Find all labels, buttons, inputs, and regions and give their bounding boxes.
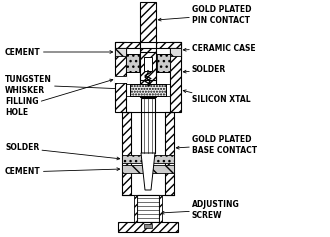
Bar xyxy=(170,48,181,112)
Text: SOLDER: SOLDER xyxy=(5,143,120,160)
Text: GOLD PLATED
PIN CONTACT: GOLD PLATED PIN CONTACT xyxy=(158,5,251,25)
Bar xyxy=(122,112,131,195)
Bar xyxy=(115,48,126,56)
Bar xyxy=(131,112,165,195)
Bar xyxy=(126,54,139,72)
Bar xyxy=(118,222,178,232)
Bar xyxy=(122,155,174,163)
Bar xyxy=(170,42,181,59)
Bar xyxy=(115,42,181,48)
Bar xyxy=(144,57,152,71)
Bar xyxy=(137,195,159,222)
Bar xyxy=(115,48,126,112)
Text: SOLDER: SOLDER xyxy=(183,65,226,74)
Text: ADJUSTING
SCREW: ADJUSTING SCREW xyxy=(161,200,240,220)
Bar xyxy=(122,165,174,173)
Text: GOLD PLATED
BASE CONTACT: GOLD PLATED BASE CONTACT xyxy=(176,135,257,155)
Bar xyxy=(140,42,156,48)
Bar xyxy=(170,48,181,56)
Text: CEMENT: CEMENT xyxy=(5,47,113,56)
Text: FILLING
HOLE: FILLING HOLE xyxy=(5,79,113,117)
Bar xyxy=(141,98,155,153)
Bar xyxy=(140,52,156,80)
Bar xyxy=(140,2,156,97)
Text: CERAMIC CASE: CERAMIC CASE xyxy=(183,44,256,53)
Bar xyxy=(130,84,166,96)
Text: CEMENT: CEMENT xyxy=(5,168,120,177)
Bar xyxy=(115,76,127,83)
Bar xyxy=(157,54,170,72)
Bar xyxy=(126,42,170,112)
Text: SILICON XTAL: SILICON XTAL xyxy=(183,90,250,105)
Bar xyxy=(165,112,174,195)
Bar xyxy=(115,42,126,59)
Polygon shape xyxy=(141,153,155,190)
Bar xyxy=(144,224,152,228)
Bar xyxy=(159,195,162,222)
Bar xyxy=(134,195,137,222)
Text: TUNGSTEN
WHISKER: TUNGSTEN WHISKER xyxy=(5,75,124,95)
